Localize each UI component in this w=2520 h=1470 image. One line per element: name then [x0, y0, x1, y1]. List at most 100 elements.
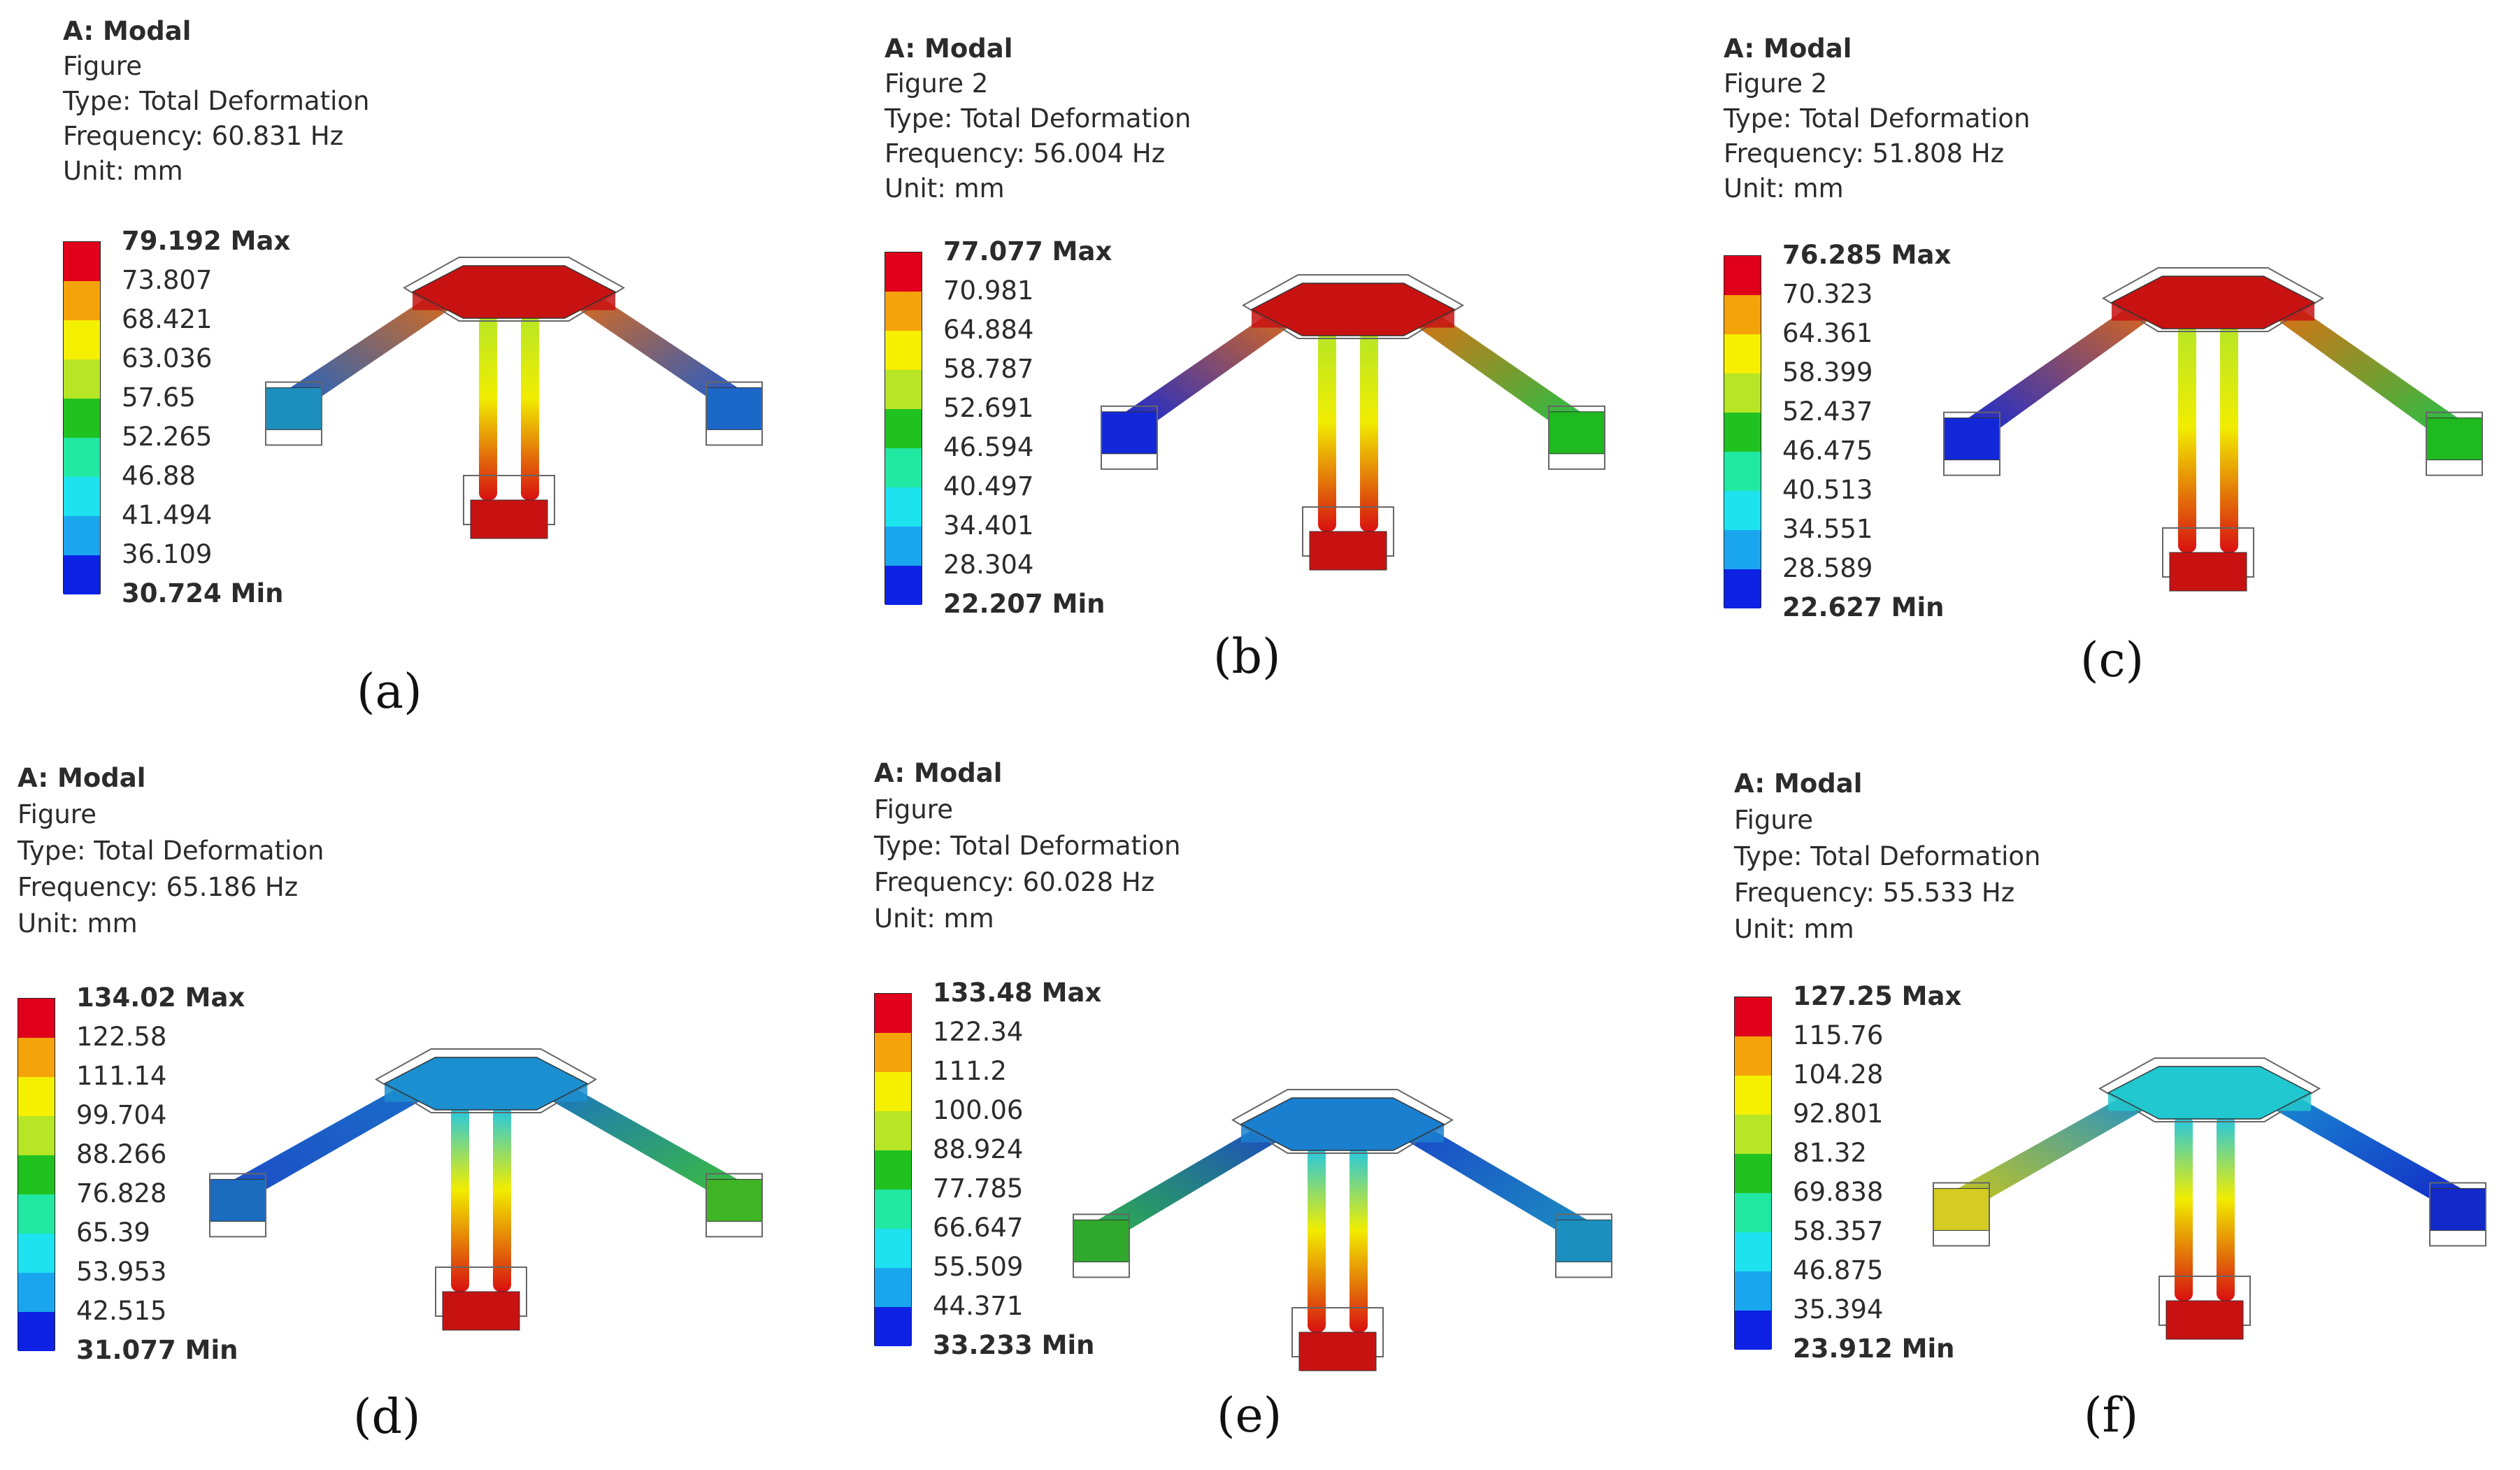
legend-color-segment — [64, 320, 100, 359]
left-foot — [265, 387, 322, 430]
legend-tick-label: 40.513 — [1782, 475, 1873, 505]
legend-color-segment — [875, 994, 911, 1033]
legend-color-segment — [1724, 530, 1761, 569]
left-foot — [1933, 1187, 1990, 1231]
legend-tick-label: 44.371 — [933, 1291, 1024, 1321]
right-foot — [706, 387, 763, 430]
panel-caption: (e) — [1217, 1388, 1282, 1443]
legend-color-segment — [875, 1150, 911, 1190]
legend-tick-label: 52.265 — [122, 422, 213, 452]
left-foot — [1073, 1219, 1130, 1262]
figure-label: Figure — [63, 51, 142, 81]
legend-color-bar — [1724, 255, 1761, 608]
left-foot-outline — [1101, 405, 1158, 470]
frequency-label: Frequency: 60.831 Hz — [63, 121, 344, 151]
legend-tick-label: 57.65 — [122, 383, 196, 413]
legend-max-label: 76.285 Max — [1782, 240, 1952, 270]
vertical-leg-left — [1318, 332, 1336, 531]
legend-tick-label: 65.39 — [76, 1218, 150, 1248]
left-foot-outline — [1073, 1213, 1130, 1278]
vertical-leg-left — [2178, 325, 2196, 552]
legend-color-segment — [18, 1312, 55, 1351]
panel-header: A: Modal Figure Type: Total Deformation … — [1734, 766, 2040, 948]
legend-color-segment — [1735, 1193, 1771, 1232]
figure-label: Figure — [1734, 805, 1813, 835]
legend-color-segment — [875, 1307, 911, 1346]
unit-label: Unit: mm — [885, 173, 1005, 204]
platform-top — [383, 1057, 589, 1111]
left-foot — [1101, 411, 1158, 455]
legend-tick-label: 100.06 — [933, 1095, 1024, 1125]
figure-label: Figure 2 — [1724, 69, 1828, 99]
legend-tick-label: 41.494 — [122, 500, 213, 530]
legend-color-segment — [875, 1268, 911, 1307]
platform-outline — [375, 1048, 597, 1113]
legend-tick-label: 111.2 — [933, 1056, 1007, 1086]
legend-color-segment — [64, 477, 100, 516]
panel-header: A: Modal Figure Type: Total Deformation … — [63, 14, 369, 189]
panel-c: A: Modal Figure 2 Type: Total Deformatio… — [1724, 31, 2520, 731]
legend-tick-label: 35.394 — [1793, 1294, 1884, 1325]
legend-color-segment — [875, 1072, 911, 1111]
legend-color-segment — [885, 409, 922, 448]
left-foot — [1943, 418, 2000, 461]
right-arm — [1410, 304, 1580, 431]
legend-min-label: 30.724 Min — [122, 578, 284, 608]
deformation-model — [1073, 1089, 1612, 1371]
type-label: Type: Total Deformation — [1724, 104, 2031, 134]
platform-outline — [2098, 1057, 2321, 1122]
legend-tick-label: 58.399 — [1782, 357, 1873, 387]
legend-tick-label: 77.785 — [933, 1173, 1024, 1204]
frequency-label: Frequency: 60.028 Hz — [874, 867, 1155, 897]
platform-outline — [1231, 1089, 1454, 1154]
legend-max-label: 133.48 Max — [933, 978, 1102, 1008]
panel-title: A: Modal — [63, 16, 192, 46]
legend-color-segment — [875, 1111, 911, 1150]
legend-color-bar — [17, 998, 55, 1351]
right-arm — [543, 1078, 738, 1198]
legend-color-segment — [875, 1033, 911, 1072]
deformation-model — [1101, 274, 1605, 571]
right-arm — [1399, 1119, 1587, 1239]
base-block — [1298, 1332, 1377, 1371]
legend-color-bar — [63, 241, 101, 594]
legend-tick-label: 28.589 — [1782, 553, 1873, 583]
legend-tick-label: 36.109 — [122, 539, 213, 569]
legend-color-segment — [1724, 413, 1761, 452]
vertical-leg-left — [2175, 1115, 2193, 1301]
base-block — [2169, 552, 2247, 592]
legend-tick-label: 64.884 — [943, 315, 1034, 345]
legend-tick-label: 52.691 — [943, 393, 1034, 423]
platform-outline — [403, 257, 625, 322]
frequency-label: Frequency: 55.533 Hz — [1734, 878, 2015, 908]
left-arm — [1098, 1119, 1286, 1239]
legend-color-segment — [64, 242, 100, 281]
legend-min-label: 22.627 Min — [1782, 592, 1945, 622]
left-foot-outline — [209, 1173, 266, 1238]
unit-label: Unit: mm — [63, 156, 183, 186]
legend-min-label: 23.912 Min — [1793, 1334, 1955, 1364]
legend-color-segment — [18, 1234, 55, 1273]
legend-color-segment — [1724, 569, 1761, 608]
legend-color-segment — [1724, 295, 1761, 334]
legend-max-label: 127.25 Max — [1793, 981, 1962, 1011]
panel-header: A: Modal Figure Type: Total Deformation … — [874, 755, 1180, 937]
vertical-leg-right — [2220, 325, 2238, 552]
deformation-model — [1933, 1057, 2486, 1340]
panel-b: A: Modal Figure 2 Type: Total Deformatio… — [885, 31, 1710, 731]
deformation-model — [209, 1048, 763, 1331]
legend-tick-label: 42.515 — [76, 1296, 167, 1326]
legend-tick-label: 46.875 — [1793, 1255, 1884, 1285]
platform-top — [411, 265, 617, 319]
legend-color-segment — [18, 1155, 55, 1194]
legend-color-segment — [885, 370, 922, 409]
legend-tick-label: 69.838 — [1793, 1177, 1884, 1207]
panel-title: A: Modal — [874, 758, 1003, 788]
right-arm — [571, 287, 738, 406]
legend-tick-label: 122.58 — [76, 1022, 167, 1052]
legend-color-segment — [1724, 491, 1761, 530]
legend-color-segment — [885, 252, 922, 292]
right-foot — [1555, 1219, 1612, 1262]
legend-color-bar — [885, 252, 922, 605]
